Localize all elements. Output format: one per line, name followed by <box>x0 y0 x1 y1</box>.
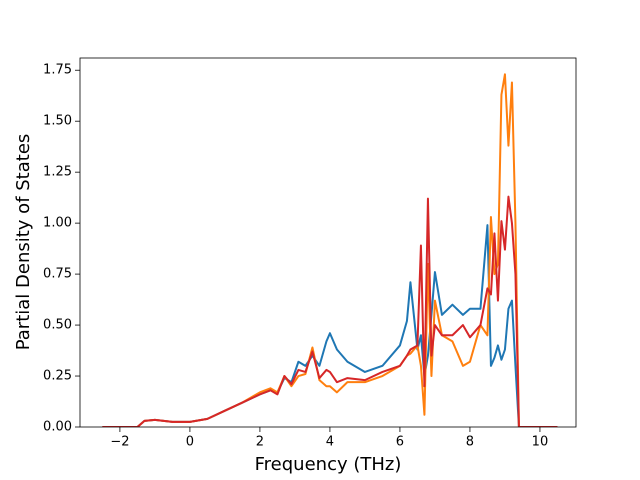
y-axis-label: Partial Density of States <box>13 134 34 351</box>
x-tick-label: 0 <box>186 435 194 450</box>
x-tick-label: 8 <box>466 435 474 450</box>
x-tick-label: 6 <box>396 435 404 450</box>
y-tick-label: 0.50 <box>43 318 72 333</box>
y-tick-label: 0.25 <box>43 369 72 384</box>
y-tick-label: 1.00 <box>43 216 72 231</box>
x-tick-label: −2 <box>110 435 129 450</box>
series-line <box>102 195 558 427</box>
y-tick-label: 0.75 <box>43 267 72 282</box>
x-tick-label: 4 <box>326 435 334 450</box>
x-tick-label: 10 <box>532 435 549 450</box>
y-tick-label: 1.50 <box>43 114 72 129</box>
plot-frame <box>79 57 577 428</box>
y-tick-label: 0.00 <box>43 420 72 435</box>
x-axis-label: Frequency (THz) <box>255 454 402 475</box>
y-tick-label: 1.75 <box>43 63 72 78</box>
x-tick-label: 2 <box>256 435 264 450</box>
y-tick-label: 1.25 <box>43 165 72 180</box>
series-line <box>102 73 558 427</box>
